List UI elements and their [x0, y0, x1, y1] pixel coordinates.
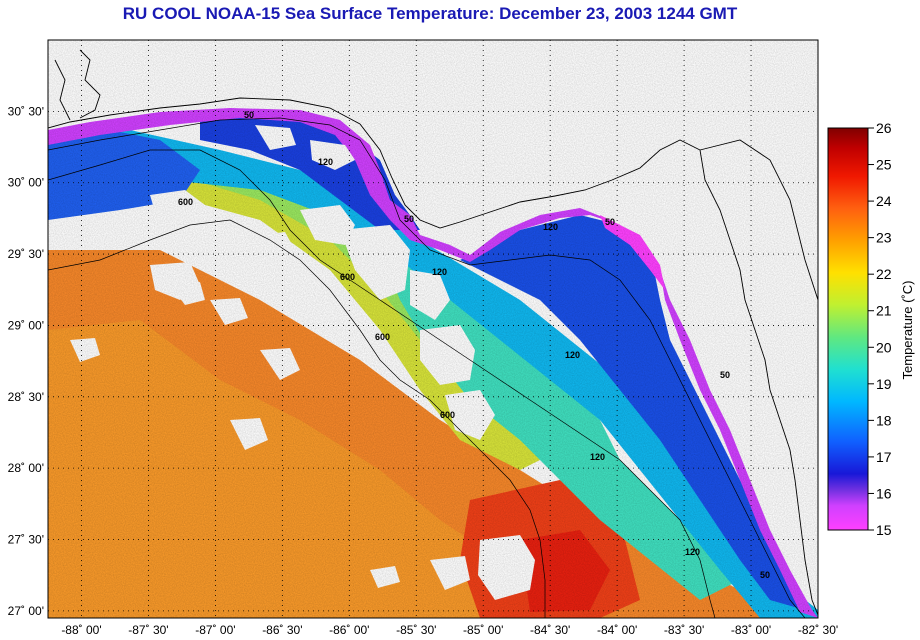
- lat-label: 29˚ 00': [8, 318, 44, 332]
- lat-label: 27˚ 00': [8, 604, 44, 618]
- bathy-label: 50: [760, 570, 770, 580]
- bathymetry-contours: [48, 117, 806, 618]
- bathy-label: 120: [543, 222, 558, 232]
- colorbar-tick-label: 15: [876, 522, 892, 538]
- lon-label: -83˚ 30': [664, 623, 704, 637]
- colorbar-tick-label: 25: [876, 157, 892, 173]
- colorbar-gradient: [827, 127, 869, 531]
- colorbar-tick-label: 24: [876, 193, 892, 209]
- lat-label: 27˚ 30': [8, 533, 44, 547]
- bathy-label: 600: [340, 272, 355, 282]
- lon-label: -88˚ 00': [61, 623, 101, 637]
- lat-label: 30˚ 30': [8, 104, 44, 118]
- lon-label: -84˚ 30': [530, 623, 570, 637]
- bathy-label: 120: [685, 547, 700, 557]
- map-frame: [47, 39, 819, 619]
- bathy-label: 600: [375, 332, 390, 342]
- colorbar-label: Temperature (˚C): [900, 281, 915, 380]
- coastline: [48, 49, 818, 616]
- map-title: RU COOL NOAA-15 Sea Surface Temperature:…: [122, 4, 738, 23]
- sst-field: [48, 40, 818, 618]
- lon-label: -86˚ 30': [262, 623, 302, 637]
- colorbar-tick-label: 16: [876, 485, 892, 501]
- bathy-label: 50: [605, 217, 615, 227]
- colorbar-tick-label: 23: [876, 230, 892, 246]
- graticule: [48, 40, 819, 618]
- lon-label: -85˚ 00': [463, 623, 503, 637]
- bathy-label: 50: [720, 370, 730, 380]
- bathy-label: 120: [590, 452, 605, 462]
- lon-label: -84˚ 00': [597, 623, 637, 637]
- lat-label: 29˚ 30': [8, 247, 44, 261]
- lon-label: -87˚ 00': [195, 623, 235, 637]
- lat-label: 30˚ 00': [8, 176, 44, 190]
- lon-label: -85˚ 30': [396, 623, 436, 637]
- colorbar-tick-label: 19: [876, 376, 892, 392]
- lon-label: -87˚ 30': [128, 623, 168, 637]
- lon-label: -83˚ 00': [731, 623, 771, 637]
- colorbar: 26 25 24 23 22 21 20 19 18 17 16 15 Temperature (˚C…: [827, 120, 915, 538]
- bathy-label: 600: [440, 410, 455, 420]
- lon-label: -82˚ 30': [798, 623, 838, 637]
- colorbar-tick-label: 17: [876, 449, 892, 465]
- lat-label: 28˚ 00': [8, 461, 44, 475]
- lat-label: 28˚ 30': [8, 390, 44, 404]
- bathy-label: 50: [244, 110, 254, 120]
- bathy-label: 120: [565, 350, 580, 360]
- lon-label: -86˚ 00': [329, 623, 369, 637]
- bathy-label: 600: [178, 197, 193, 207]
- colorbar-tick-label: 18: [876, 412, 892, 428]
- longitude-labels: -88˚ 00' -87˚ 30' -87˚ 00' -86˚ 30' -86˚ 00'…: [61, 623, 838, 637]
- bathy-label: 50: [404, 214, 414, 224]
- colorbar-tick-label: 20: [876, 339, 892, 355]
- bathymetry-labels: 50 120 600 50 120 600 120 50 120 600 120…: [178, 110, 770, 580]
- colorbar-tick-label: 22: [876, 266, 892, 282]
- colorbar-ticks: 26 25 24 23 22 21 20 19 18 17 16 15: [868, 120, 892, 538]
- bathy-label: 120: [318, 157, 333, 167]
- colorbar-tick-label: 26: [876, 120, 892, 136]
- bathy-label: 120: [432, 267, 447, 277]
- colorbar-tick-label: 21: [876, 303, 892, 319]
- latitude-labels: 30˚ 30' 30˚ 00' 29˚ 30' 29˚ 00' 28˚ 30' 28˚ 0…: [8, 104, 44, 618]
